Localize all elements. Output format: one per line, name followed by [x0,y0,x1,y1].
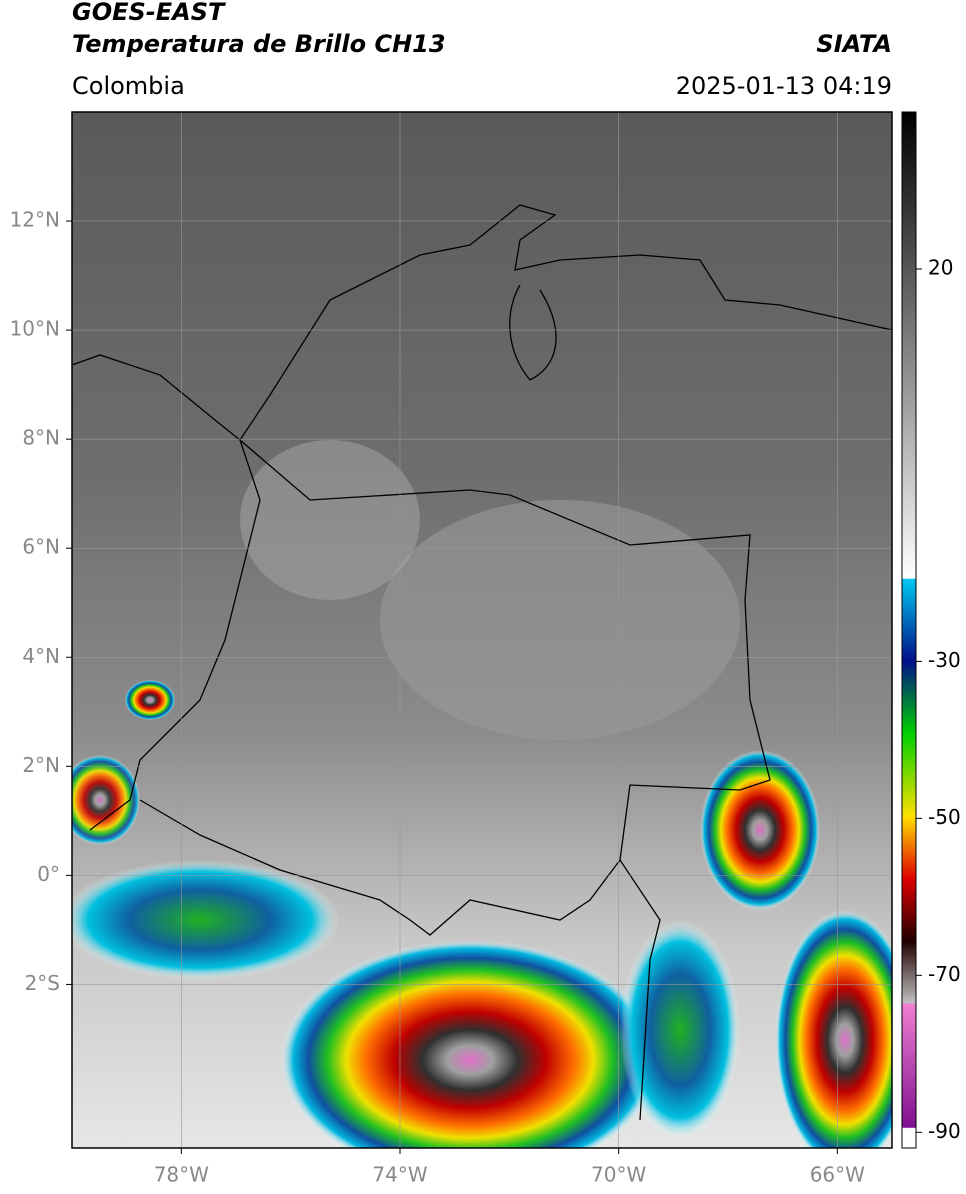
x-tick-label: 70°W [591,1163,646,1187]
graticule [72,112,892,1148]
datetime: 2025-01-13 04:19 [676,72,892,100]
storm [280,940,660,1148]
map-frame [71,111,893,1149]
colorbar-tick-label: -30 [928,648,961,672]
storm [125,680,175,720]
title: GOES-EAST [72,0,226,26]
y-tick-label: 2°S [25,971,60,995]
y-tick-label: 2°N [22,753,60,777]
storm [775,910,892,1148]
y-tick-label: 0° [37,862,60,886]
y-tick-label: 4°N [22,644,60,668]
colorbar-tick-label: -90 [928,1119,961,1143]
y-tick-label: 10°N [10,317,60,341]
x-tick-label: 66°W [810,1163,865,1187]
subtitle: Temperatura de Brillo CH13 [72,30,446,58]
cloud [72,860,340,980]
borders [72,204,892,1121]
x-tick-label: 78°W [154,1163,209,1187]
y-tick-label: 12°N [10,208,60,232]
imagery [72,112,892,1148]
storm [72,755,140,845]
colorbar [901,111,917,1149]
colorbar-tick-label: 20 [928,255,953,279]
source: SIATA [816,30,892,58]
x-tick-label: 74°W [372,1163,427,1187]
storm [700,750,820,910]
cloud [620,920,740,1140]
colorbar-tick-label: -50 [928,805,961,829]
region: Colombia [72,72,185,100]
y-tick-label: 8°N [22,426,60,450]
axes: 78°W 74°W 70°W 66°W 12°N 10°N 8°N 6°N 4°N 2°N 0° 2°… [10,208,961,1187]
cloud [380,500,740,740]
colorbar-tick-label: -70 [928,962,961,986]
cloud [240,440,420,600]
y-tick-label: 6°N [22,535,60,559]
